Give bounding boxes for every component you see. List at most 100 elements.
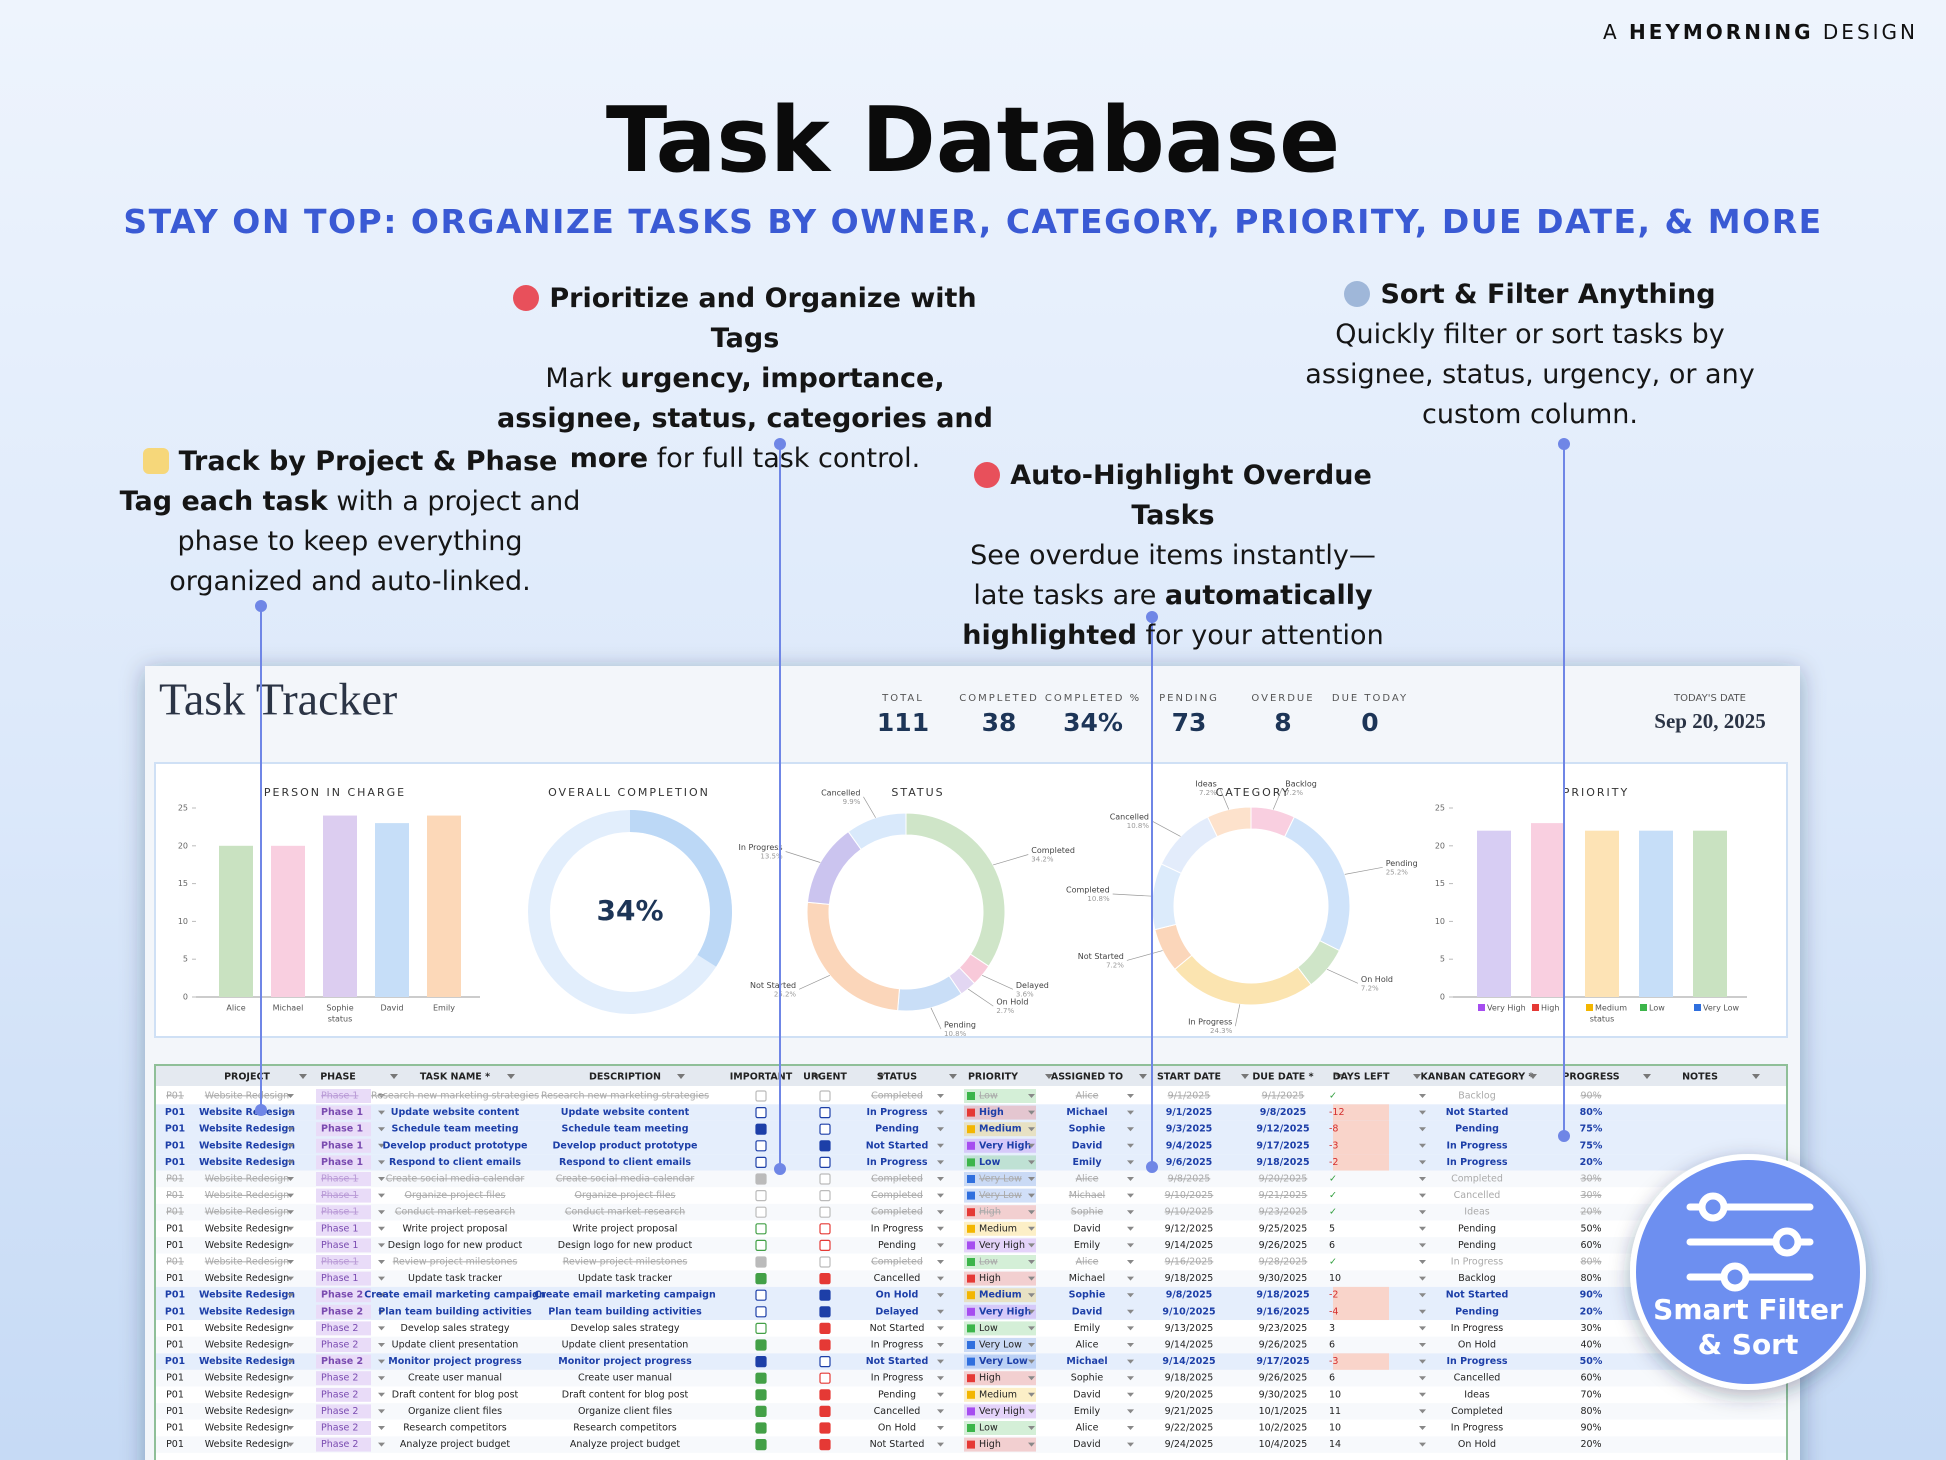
table-cell: Update client presentation — [562, 1340, 689, 1351]
dropdown-arrow — [1419, 1177, 1426, 1181]
callout-body: See overdue items instantly—late tasks a… — [962, 540, 1383, 651]
leader-line — [785, 851, 821, 863]
checkbox — [819, 1206, 831, 1218]
x-tick-label: Emily — [433, 1004, 455, 1013]
table-cell: Phase 1 — [321, 1091, 358, 1102]
slice-label: On Hold — [1361, 975, 1393, 984]
table-cell: Michael — [1066, 1107, 1107, 1118]
phase-chip — [316, 1188, 371, 1203]
dropdown-arrow — [937, 1409, 944, 1414]
bar — [271, 845, 305, 997]
table-cell: Low — [979, 1091, 998, 1102]
table-cell: Respond to client emails — [389, 1157, 521, 1168]
filter-arrow — [390, 1074, 398, 1079]
column-header: PRIORITY — [968, 1072, 1018, 1083]
table-cell: Website Redesign — [205, 1340, 289, 1351]
smart-filter-badge[interactable]: Smart Filter & Sort — [1630, 1154, 1866, 1390]
page-title: Task Database — [605, 88, 1341, 193]
table-cell: Write project proposal — [403, 1223, 508, 1234]
dropdown-arrow — [937, 1210, 944, 1215]
table-cell: -2 — [1329, 1157, 1338, 1168]
table-cell: Not Started — [870, 1323, 925, 1334]
priority-chip — [964, 1304, 1036, 1319]
table-cell: P01 — [166, 1257, 184, 1268]
table-cell: High — [979, 1207, 1001, 1218]
dropdown-arrow — [1419, 1326, 1426, 1331]
table-cell: Develop product prototype — [383, 1140, 528, 1151]
priority-swatch — [967, 1175, 975, 1183]
table-cell: Website Redesign — [205, 1423, 289, 1434]
phase-chip — [316, 1089, 371, 1103]
phase-chip — [316, 1288, 371, 1303]
table-cell: 9/30/2025 — [1259, 1273, 1308, 1284]
dropdown-arrow — [1127, 1309, 1134, 1314]
slice-value: 10.8% — [1127, 822, 1150, 830]
table-cell: Website Redesign — [199, 1157, 295, 1168]
x-tick-label: Very Low — [1703, 1004, 1740, 1013]
table-cell: In Progress — [866, 1157, 927, 1168]
filter-arrow — [813, 1074, 821, 1079]
table-cell: Develop sales strategy — [571, 1323, 680, 1334]
table-cell: Alice — [1076, 1174, 1099, 1185]
table-cell: ✓ — [1329, 1207, 1337, 1218]
y-tick-label: 10 — [178, 917, 188, 926]
bar — [1639, 830, 1673, 997]
page-subtitle: STAY ON TOP: ORGANIZE TASKS BY OWNER, CA… — [123, 202, 1823, 241]
table-cell: Plan team building activities — [548, 1306, 702, 1317]
table-cell: Completed — [871, 1207, 923, 1218]
checkbox — [755, 1322, 767, 1335]
table-cell: In Progress — [1451, 1323, 1503, 1334]
column-header: NOTES — [1682, 1072, 1718, 1083]
dropdown-arrow — [1028, 1143, 1035, 1148]
dropdown-arrow — [287, 1243, 294, 1248]
table-cell: Website Redesign — [205, 1389, 289, 1400]
table-cell: 9/1/2025 — [1166, 1107, 1213, 1118]
table-cell: 10/1/2025 — [1259, 1406, 1308, 1417]
priority-swatch — [967, 1407, 975, 1416]
dropdown-arrow — [1419, 1110, 1426, 1115]
kpi-value: 34% — [1063, 708, 1123, 737]
table-cell: ✓ — [1329, 1091, 1337, 1102]
checkbox — [819, 1422, 831, 1434]
priority-chip — [964, 1321, 1036, 1336]
filter-arrow — [877, 1074, 885, 1079]
table-cell: Phase 1 — [321, 1257, 358, 1268]
table-cell: Alice — [1076, 1091, 1099, 1102]
dropdown-arrow — [378, 1343, 385, 1347]
table-cell: Cancelled — [874, 1273, 921, 1284]
dropdown-arrow — [1419, 1276, 1426, 1281]
dropdown-arrow — [287, 1260, 294, 1264]
x-tick-label: David — [380, 1004, 403, 1013]
table-cell: 9/22/2025 — [1165, 1423, 1214, 1434]
checkbox — [819, 1355, 831, 1368]
table-cell: Website Redesign — [205, 1373, 289, 1384]
y-tick-label: 25 — [1435, 804, 1445, 813]
checkbox — [755, 1339, 767, 1351]
slice-label: Ideas — [1195, 780, 1216, 789]
callout-text: for full task control. — [648, 443, 921, 474]
slice-label: Completed — [1066, 886, 1110, 895]
callout: Prioritize and Organize with Tags Mark ur… — [495, 279, 995, 479]
table-cell: 70% — [1580, 1389, 1601, 1400]
bar — [1693, 830, 1727, 997]
badge-text: Smart Filter — [1653, 1293, 1843, 1326]
days-left-bg — [1333, 1120, 1389, 1138]
table-cell: Monitor project progress — [558, 1356, 692, 1367]
callout-body: Tag each task with a project and phase t… — [120, 486, 581, 597]
filter-arrow — [299, 1074, 307, 1079]
slice-value: 34.2% — [1031, 855, 1054, 863]
priority-swatch — [967, 1324, 975, 1333]
brand-name: HEYMORNING — [1629, 20, 1814, 44]
dropdown-arrow — [1419, 1293, 1426, 1298]
table-cell: 14 — [1329, 1439, 1341, 1450]
table-cell: P01 — [166, 1223, 184, 1234]
dropdown-arrow — [1127, 1260, 1134, 1264]
checkbox — [819, 1223, 831, 1235]
checkbox — [819, 1189, 831, 1202]
table-cell: 6 — [1329, 1373, 1335, 1384]
priority-swatch — [967, 1092, 975, 1100]
priority-chip — [964, 1188, 1036, 1203]
checkbox — [819, 1405, 831, 1418]
callout-text: Quickly filter or sort tasks by assignee… — [1305, 319, 1755, 430]
dropdown-arrow — [287, 1426, 294, 1430]
